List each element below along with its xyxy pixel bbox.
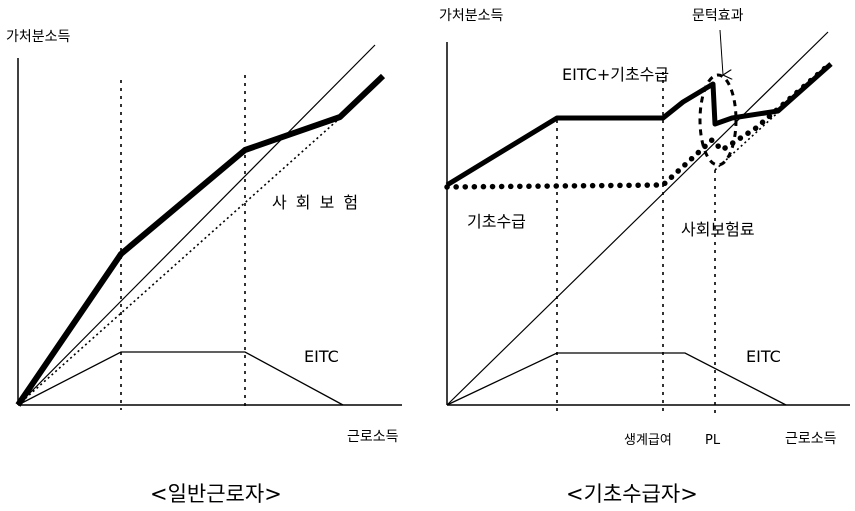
right-x-axis-label: 근로소득 [785, 431, 837, 447]
left-insurance-dotted-line [17, 117, 341, 406]
left-disposable-income-curve [15, 73, 386, 407]
left-axes [17, 58, 402, 406]
right-y-axis-label: 가처분소득 [439, 8, 504, 24]
right-eitc-curve [446, 352, 787, 406]
left-panel-caption: <일반근로자> [150, 482, 282, 506]
insurance-fee-label: 사회보험료 [681, 220, 755, 239]
left-eitc-label: EITC [304, 347, 339, 366]
tick-label-livelihood-benefit: 생계급여 [624, 433, 672, 448]
left-y-axis-label: 가처분소득 [6, 29, 71, 45]
tick-label-pl: PL [705, 433, 721, 448]
right-basic-livelihood-dotted-curve [444, 60, 834, 190]
basic-livelihood-label: 기초수급 [467, 212, 526, 231]
threshold-effect-arrow [719, 29, 723, 75]
threshold-effect-dashed-ellipse [698, 73, 738, 167]
left-eitc-curve [17, 351, 344, 406]
eitc-plus-basic-label: EITC+기초수급 [562, 65, 670, 84]
left-45-degree-line [17, 44, 376, 406]
right-eitc-label: EITC [746, 347, 781, 366]
right-insurance-dotted-line [714, 64, 831, 171]
right-45-degree-line [446, 31, 829, 406]
left-insurance-label: 사 회 보 험 [272, 193, 361, 212]
right-panel-caption: <기초수급자> [566, 482, 698, 506]
right-eitc-plus-basic-curve [445, 62, 833, 188]
right-axes [446, 42, 850, 406]
left-x-axis-label: 근로소득 [347, 429, 399, 445]
threshold-effect-label: 문턱효과 [692, 8, 744, 24]
